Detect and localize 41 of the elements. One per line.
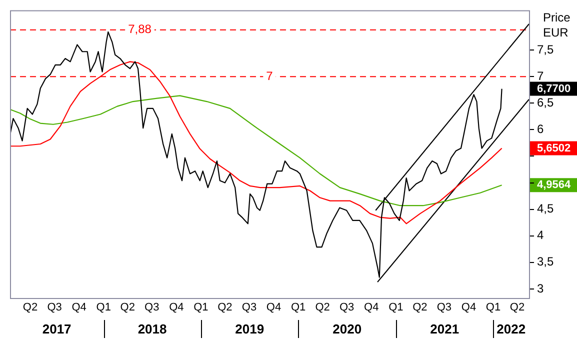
x-tick-label: Q2	[412, 302, 428, 314]
x-tick-label: Q4	[461, 302, 476, 314]
x-tick-label: Q2	[510, 302, 525, 314]
x-tick-label: Q1	[486, 302, 501, 314]
x-tick-label: Q3	[144, 302, 160, 314]
x-tick-label: Q2	[315, 302, 330, 314]
x-tick-label: Q3	[340, 302, 354, 314]
x-tick-label: Q4	[169, 302, 184, 314]
x-tick-label: Q3	[436, 302, 452, 314]
text: 2020	[332, 322, 362, 337]
text: 2017	[42, 322, 72, 337]
x-tick-label: Q2	[22, 302, 38, 314]
x-tick-label: Q4	[72, 302, 86, 314]
y-tick-label: 4,5	[537, 202, 554, 216]
x-tick-label: Q4	[364, 302, 379, 314]
text: 2018	[138, 322, 167, 337]
x-tick-label: Q1	[290, 302, 306, 314]
x-tick-label: Q2	[218, 302, 232, 314]
text: 2021	[430, 322, 460, 337]
y-tick-label: 6,5	[537, 95, 554, 110]
x-tick-label: Q1	[194, 302, 208, 314]
text: 2019	[235, 322, 264, 337]
y-tick-label: 7,5	[537, 42, 554, 56]
x-tick-label: Q2	[120, 302, 135, 314]
y-tick-label: 4,9564	[537, 179, 572, 192]
x-tick-label: Q1	[96, 302, 111, 314]
y-tick-label: 7	[537, 68, 544, 83]
ref-line-label: 7	[266, 68, 274, 83]
x-tick-label: Q3	[242, 302, 257, 314]
y-tick-label: 5,6502	[537, 142, 571, 154]
text: 2022	[496, 322, 526, 337]
y-tick-label: 3,5	[537, 254, 554, 269]
y-tick-label: 3	[537, 281, 544, 296]
y-tick-label: 6,7700	[537, 82, 571, 95]
y-axis-title: Price EUR	[543, 10, 571, 40]
x-tick-label: Q1	[388, 302, 404, 314]
y-tick-label: 4	[537, 228, 544, 242]
y-tick-label: 6	[537, 122, 544, 136]
ref-line-label: 7,88	[128, 22, 152, 36]
x-tick-label: Q4	[266, 302, 282, 314]
x-tick-label: Q3	[47, 302, 62, 314]
